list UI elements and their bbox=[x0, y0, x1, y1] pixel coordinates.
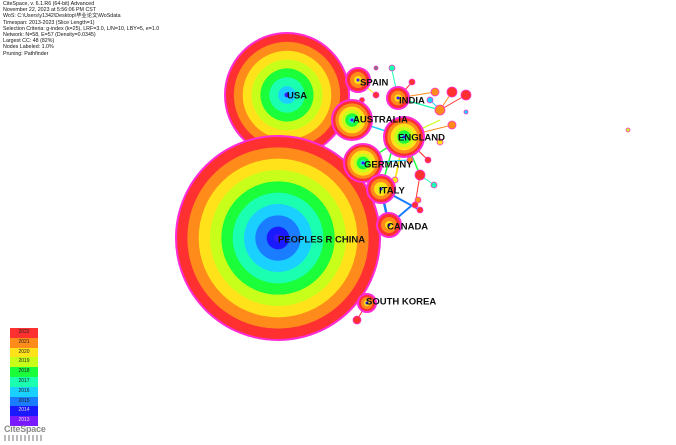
small-node bbox=[416, 206, 424, 214]
south-korea-node[interactable] bbox=[357, 293, 377, 313]
node-label: INDIA bbox=[399, 96, 425, 107]
header-line-network: Network: N=58, E=57 (Density=0.0345) bbox=[3, 32, 96, 39]
small-node bbox=[352, 315, 362, 325]
node-label: PEOPLES R CHINA bbox=[278, 235, 365, 246]
germany-node[interactable] bbox=[343, 143, 383, 183]
small-node bbox=[411, 201, 419, 209]
india-node[interactable] bbox=[386, 86, 410, 110]
small-node bbox=[463, 109, 469, 115]
small-node bbox=[414, 196, 422, 204]
node-center bbox=[361, 161, 365, 165]
node-center bbox=[356, 78, 360, 82]
legend-year-2015: 2015 bbox=[10, 396, 38, 407]
node-label: ITALY bbox=[379, 186, 406, 197]
header-line-timespan: Timespan: 2013-2023 (Slice Length=1) bbox=[3, 19, 95, 26]
node-center bbox=[365, 301, 369, 305]
header-line-source: WoS: C:\Users\y1342\Desktop\毕业论文\WoSdata bbox=[3, 13, 121, 20]
legend-year-2016: 2016 bbox=[10, 386, 38, 397]
legend-year-2020: 2020 bbox=[10, 347, 38, 358]
node-center bbox=[350, 118, 354, 122]
australia-node[interactable] bbox=[331, 99, 373, 141]
node-label: GERMANY bbox=[364, 160, 413, 171]
citespace-logo-bar bbox=[4, 435, 44, 441]
small-node bbox=[430, 181, 438, 189]
node-center bbox=[273, 233, 283, 243]
small-node bbox=[460, 89, 472, 101]
node-label: USA bbox=[287, 91, 307, 102]
node-label: ENGLAND bbox=[398, 133, 445, 144]
usa-node[interactable] bbox=[224, 32, 350, 158]
small-node bbox=[447, 120, 457, 130]
header-line-date: November 22, 2023 at 5:56:06 PM CST bbox=[3, 7, 97, 14]
legend-year-2014: 2014 bbox=[10, 406, 38, 417]
header-line-labeled: Nodes Labeled: 1.0% bbox=[3, 44, 54, 51]
small-node bbox=[414, 169, 426, 181]
england-node[interactable] bbox=[383, 116, 425, 158]
small-node bbox=[373, 65, 379, 71]
network-nodes bbox=[175, 32, 631, 341]
small-node bbox=[446, 86, 458, 98]
small-node bbox=[372, 91, 380, 99]
header-line-largest-cc: Largest CC: 48 (82%) bbox=[3, 38, 55, 45]
header-line-software: CiteSpace, v. 6.1.R6 (64-bit) Advanced bbox=[3, 1, 95, 7]
node-label: CANADA bbox=[387, 222, 428, 233]
node-label: SPAIN bbox=[360, 78, 388, 89]
node-center bbox=[284, 92, 290, 98]
italy-node[interactable] bbox=[366, 174, 396, 204]
spain-node[interactable] bbox=[345, 67, 371, 93]
small-node bbox=[436, 138, 444, 146]
small-node bbox=[388, 64, 396, 72]
year-color-legend: 2022 2021 2020 2019 2018 2017 2016 2015 2014 2013 bbox=[10, 328, 38, 426]
small-node bbox=[625, 127, 631, 133]
node-label: AUSTRALIA bbox=[353, 115, 408, 126]
china-node[interactable] bbox=[175, 135, 381, 341]
network-labels: USA PEOPLES R CHINA SPAIN INDIA AUSTRALIA ENG… bbox=[278, 78, 445, 308]
small-node bbox=[408, 78, 416, 86]
legend-year-2022: 2022 bbox=[10, 328, 38, 338]
citespace-logo: CiteSpace bbox=[4, 424, 46, 434]
small-node bbox=[424, 156, 432, 164]
legend-year-2021: 2021 bbox=[10, 337, 38, 348]
canada-node[interactable] bbox=[376, 212, 402, 238]
node-center bbox=[402, 135, 406, 139]
node-center bbox=[396, 96, 400, 100]
node-label: SOUTH KOREA bbox=[366, 297, 436, 308]
legend-year-2018: 2018 bbox=[10, 367, 38, 377]
legend-year-2019: 2019 bbox=[10, 357, 38, 368]
small-node bbox=[426, 96, 434, 104]
small-node bbox=[434, 104, 446, 116]
network-info-header: CiteSpace, v. 6.1.R6 (64-bit) Advanced N… bbox=[3, 1, 159, 57]
legend-year-2017: 2017 bbox=[10, 376, 38, 387]
header-line-criteria: Selection Criteria: g-index (k=25), LRF=… bbox=[3, 25, 160, 32]
small-node bbox=[430, 87, 440, 97]
node-center bbox=[387, 223, 391, 227]
legend-year-2013: 2013 bbox=[10, 416, 38, 426]
node-center bbox=[379, 187, 383, 191]
header-line-pruning: Pruning: Pathfinder bbox=[3, 50, 49, 57]
